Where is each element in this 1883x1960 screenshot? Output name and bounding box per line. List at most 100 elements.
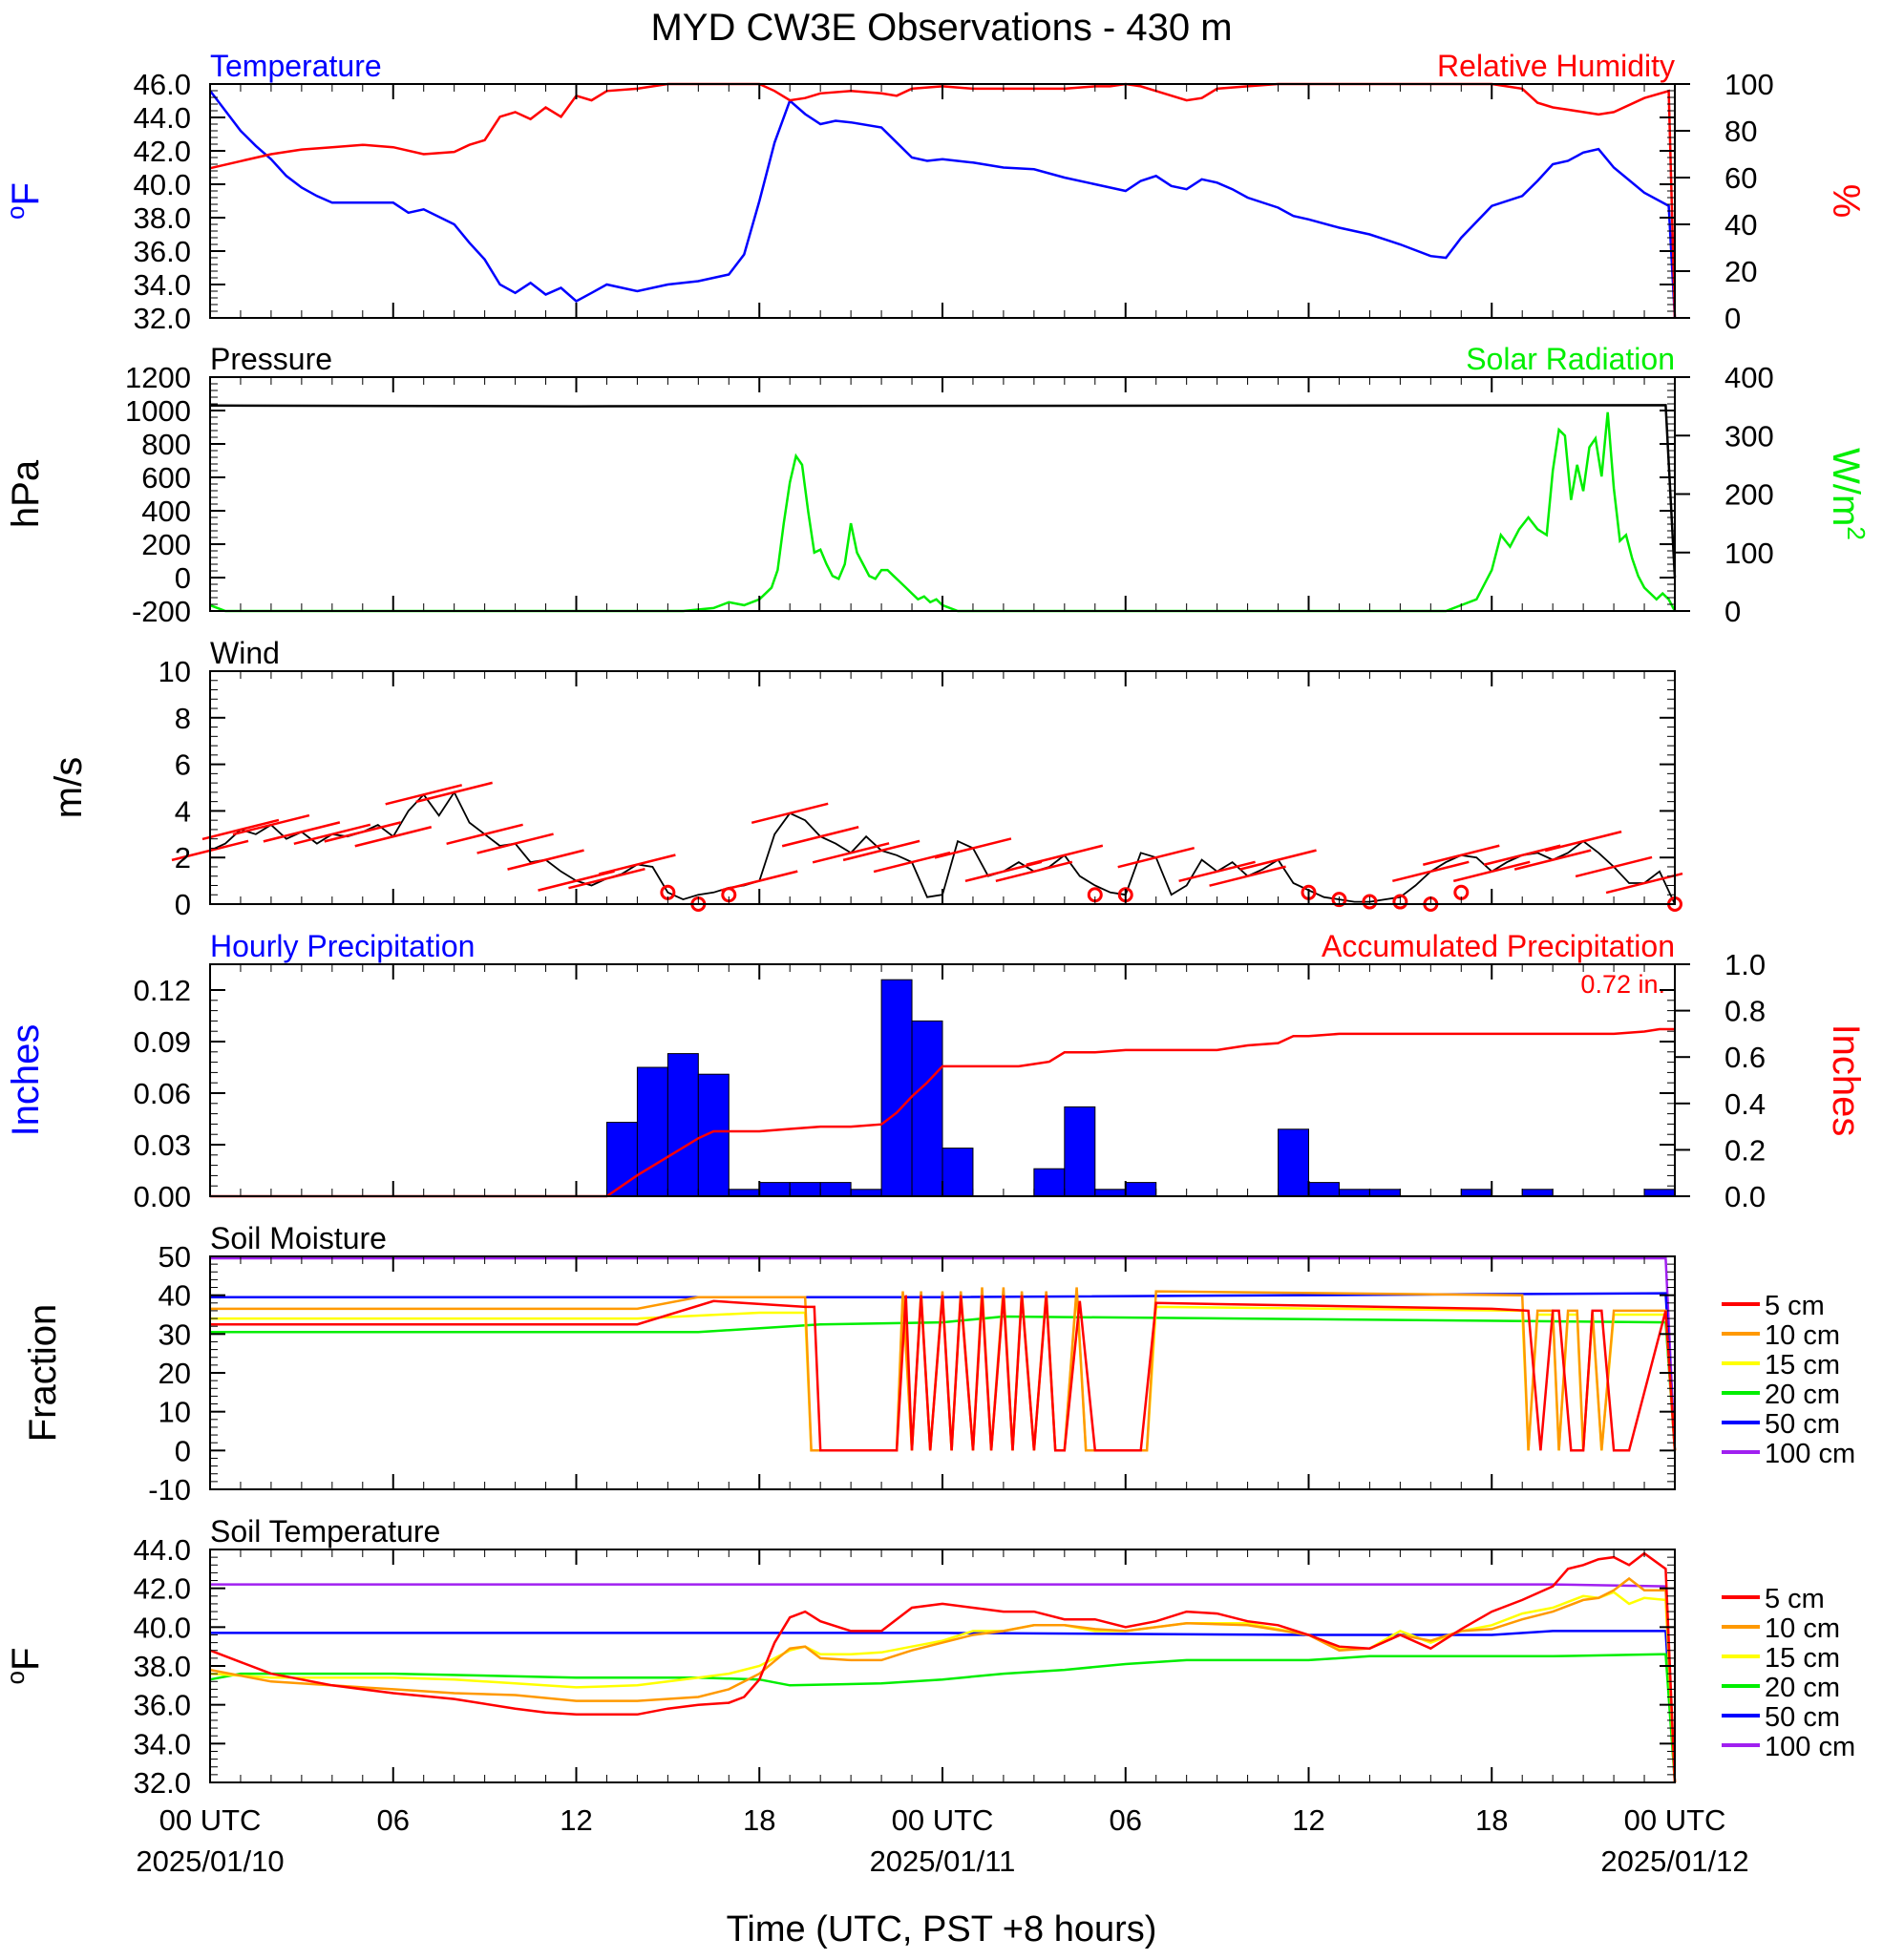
wind-barb <box>934 837 1012 859</box>
legend-label: 20 cm <box>1765 1673 1840 1703</box>
panel-data <box>210 979 1676 1198</box>
y-tick-label-left: 38.0 <box>134 201 191 235</box>
y-tick-label-left: 0.03 <box>134 1128 191 1162</box>
fahrenheit-unit: F <box>5 1648 47 1671</box>
precip-bar <box>1033 1168 1066 1197</box>
accumulated-total-label: 0.72 in. <box>1580 970 1665 999</box>
y-tick-label-left: 10 <box>159 1396 191 1429</box>
figure-title: MYD CW3E Observations - 430 m <box>650 7 1232 49</box>
wind-barb <box>354 826 433 848</box>
x-tick-label: 12 <box>560 1803 592 1837</box>
wind-barb <box>201 818 280 841</box>
panel-precipitation: Hourly Precipitation Accumulated Precipit… <box>5 929 1867 1213</box>
y-tick-label-right: 0 <box>1724 595 1741 628</box>
wind-barb <box>873 851 951 874</box>
y-tick-label-right: 100 <box>1724 537 1774 570</box>
precip-bar <box>605 1122 638 1197</box>
wind-barb <box>751 802 829 825</box>
wind-barb <box>507 849 584 871</box>
series-line-depth-1 <box>210 1292 1677 1451</box>
y-tick-label-left: 32.0 <box>134 1766 191 1800</box>
y-axis-label-right: Inches <box>1825 1024 1867 1137</box>
y-tick-label-left: 34.0 <box>134 1727 191 1760</box>
precip-bar <box>1064 1106 1096 1197</box>
wind-barb <box>324 821 402 843</box>
panel-title-left: Temperature <box>210 49 382 83</box>
y-axis-label-left: Fraction <box>22 1304 64 1443</box>
plot-frame <box>209 83 1676 319</box>
y-tick-label-right: 300 <box>1724 419 1774 453</box>
y-tick-label-left: 800 <box>141 428 191 461</box>
precip-bar <box>942 1148 974 1197</box>
legend-label: 15 cm <box>1765 1643 1840 1674</box>
wind-barb <box>720 870 798 892</box>
panel-data <box>171 781 1683 912</box>
legend-label: 20 cm <box>1765 1380 1840 1410</box>
panel-title-right: Accumulated Precipitation <box>1322 929 1675 963</box>
wind-barb <box>568 867 645 890</box>
series-line-1 <box>209 82 1677 319</box>
y-tick-label-left: -10 <box>148 1473 191 1507</box>
y-tick-label-right: 20 <box>1724 255 1757 288</box>
precip-bar <box>880 979 913 1197</box>
y-tick-label-left: 40.0 <box>134 168 191 201</box>
y-tick-label-left: 0.00 <box>134 1180 191 1213</box>
y-tick-label-left: 200 <box>141 528 191 561</box>
panel-title-left: Pressure <box>210 342 332 376</box>
panel-data <box>210 1256 1677 1452</box>
y-tick-label-left: 0.12 <box>134 974 191 1007</box>
panel-title-left: Soil Moisture <box>210 1221 387 1255</box>
precip-bar <box>1368 1189 1401 1197</box>
y-axis-label-left: oF <box>1 1648 47 1685</box>
precip-bar <box>1125 1182 1157 1197</box>
y-tick-label-left: 44.0 <box>134 1533 191 1567</box>
panel-title-left: Hourly Precipitation <box>210 929 475 963</box>
y-axis-label-right: W/m2 <box>1825 448 1871 540</box>
wind-barb <box>1575 855 1653 878</box>
panel-data <box>209 82 1677 319</box>
precip-bar <box>728 1189 760 1197</box>
y-tick-label-right: 0.6 <box>1724 1041 1766 1074</box>
plot-frame <box>209 670 1676 905</box>
wind-barb <box>1422 844 1500 866</box>
wind-barb <box>446 823 523 846</box>
x-tick-date: 2025/01/12 <box>1600 1844 1748 1878</box>
wind-barb <box>293 823 371 846</box>
x-axis-ticks: 00 UTC 2025/01/10 06 12 18 00 UTC 2025/01/11 06… <box>136 1803 1748 1878</box>
y-tick-label-left: 10 <box>159 655 191 688</box>
fahrenheit-unit: F <box>5 182 47 205</box>
y-tick-label-right: 400 <box>1724 361 1774 394</box>
panel-title-right: Solar Radiation <box>1466 342 1675 376</box>
y-tick-label-right: 60 <box>1724 161 1757 195</box>
y-tick-label-left: 30 <box>159 1317 191 1351</box>
wind-barb <box>1544 830 1622 853</box>
wind-barb <box>1117 846 1195 869</box>
series-line-depth-2 <box>210 1315 1677 1451</box>
precip-bar <box>636 1066 668 1197</box>
panel-title-left: Soil Temperature <box>210 1514 440 1549</box>
series-line-depth-5 <box>209 1551 1677 1783</box>
panel-title-right: Relative Humidity <box>1437 49 1675 83</box>
precip-bar <box>1094 1189 1127 1197</box>
series-line-depth-3 <box>209 1591 1677 1783</box>
panel-soil-temperature: Soil Temperature oF 32.0 34.0 36.0 38.0 40.0 42… <box>1 1514 1855 1800</box>
y-tick-label-left: -200 <box>132 595 191 628</box>
y-tick-label-left: 2 <box>175 841 191 875</box>
legend-label: 100 cm <box>1765 1732 1855 1762</box>
y-tick-label-left: 0.06 <box>134 1077 191 1110</box>
degree-mark: o <box>1 1671 30 1684</box>
wind-barb <box>781 826 859 848</box>
wind-barb <box>1392 860 1470 883</box>
y-tick-label-left: 46.0 <box>134 68 191 101</box>
wind-barb <box>1605 872 1683 895</box>
series-line-depth-0 <box>210 1583 1677 1783</box>
plot-frame <box>209 376 1676 612</box>
precip-bar <box>1460 1189 1492 1197</box>
wind-barb <box>812 842 890 864</box>
precip-bar <box>666 1053 699 1197</box>
x-tick-label: 06 <box>1110 1803 1142 1837</box>
y-tick-label-right: 100 <box>1724 68 1774 101</box>
wind-barb <box>232 813 310 836</box>
